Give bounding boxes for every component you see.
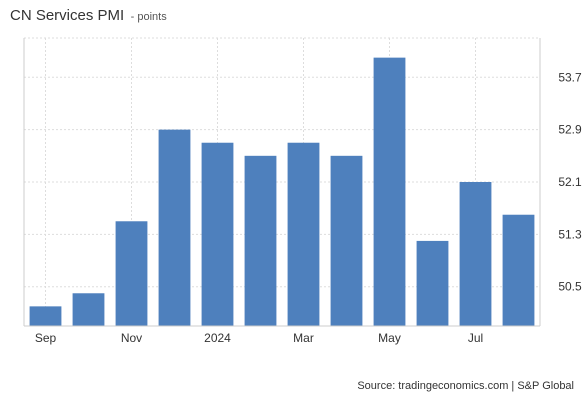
y-tick-label: 51.3 <box>558 227 582 241</box>
x-tick-label: May <box>378 331 401 345</box>
bar-apr <box>330 155 363 326</box>
y-tick-label: 53.7 <box>558 70 582 84</box>
bars <box>29 57 535 327</box>
source-note: Source: tradingeconomics.com | S&P Globa… <box>357 380 574 392</box>
bar-sep <box>29 306 62 326</box>
bar-aug <box>502 214 535 326</box>
x-tick-label: Nov <box>121 331 142 345</box>
y-tick-labels: 50.5 51.3 52.1 52.9 53.7 <box>558 70 582 293</box>
x-tick-label: Sep <box>35 331 57 345</box>
x-tick-label: 2024 <box>204 331 231 345</box>
bar-oct <box>72 293 105 326</box>
x-tick-labels: Sep Nov 2024 Mar May Jul <box>35 331 483 345</box>
bar-2024 <box>201 142 234 326</box>
bar-feb <box>244 155 277 326</box>
x-tick-label: Mar <box>293 331 314 345</box>
x-tick-label: Jul <box>468 331 483 345</box>
bar-jul <box>459 182 492 326</box>
bar-nov <box>115 221 148 326</box>
y-tick-label: 50.5 <box>558 280 582 294</box>
axes <box>23 38 541 327</box>
bar-dec <box>158 129 191 326</box>
y-tick-label: 52.9 <box>558 123 582 137</box>
bar-mar <box>287 142 320 326</box>
bar-may <box>373 57 406 327</box>
chart-subtitle: - points <box>130 11 167 23</box>
bar-jun <box>416 240 449 326</box>
chart-title: CN Services PMI <box>10 7 125 24</box>
chart-title-block: CN Services PMI - points <box>10 7 167 25</box>
y-tick-label: 52.1 <box>558 175 582 189</box>
